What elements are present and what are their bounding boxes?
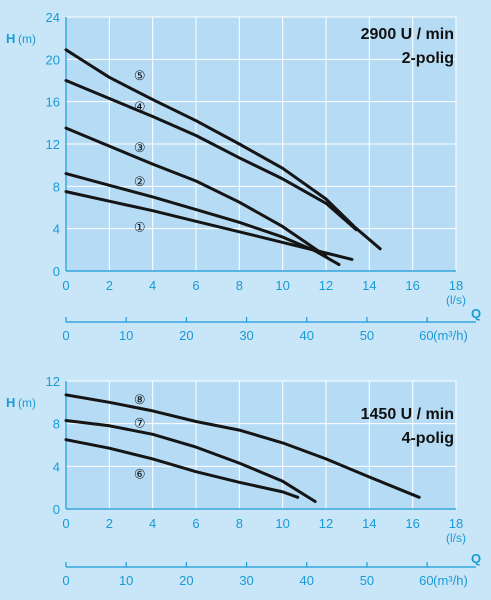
y-tick-label: 0: [53, 264, 60, 279]
x-tick-label: 18: [449, 278, 463, 293]
y-tick-label: 16: [46, 95, 60, 110]
y-tick-label: 24: [46, 10, 60, 25]
curve-label: ④: [134, 99, 146, 114]
x-tick-label: 14: [362, 516, 376, 531]
y-tick-label: 8: [53, 179, 60, 194]
q-axis-symbol: Q: [471, 306, 481, 321]
y-tick-label: 4: [53, 222, 60, 237]
q-tick-label: 60: [419, 328, 433, 343]
x-tick-label: 0: [62, 516, 69, 531]
pump-curve-3: [64, 393, 421, 499]
q-tick-label: 40: [300, 328, 314, 343]
y-axis-unit: (m): [18, 32, 36, 46]
y-tick-label: 12: [46, 137, 60, 152]
y-axis-symbol: H: [6, 31, 15, 46]
x-axis-unit: (l/s): [446, 531, 466, 545]
x-tick-label: 12: [319, 516, 333, 531]
chart-title: 1450 U / min: [361, 406, 454, 423]
x-tick-label: 10: [275, 278, 289, 293]
x-tick-label: 4: [149, 278, 156, 293]
chart-title: 2900 U / min: [361, 26, 454, 43]
chart-subtitle: 2-polig: [402, 50, 454, 67]
chart-subtitle: 4-polig: [402, 430, 454, 447]
x-tick-label: 16: [405, 278, 419, 293]
y-axis-symbol: H: [6, 395, 15, 410]
q-tick-label: 50: [360, 328, 374, 343]
x-tick-label: 6: [192, 516, 199, 531]
pump-curve-1: [64, 438, 300, 499]
q-tick-label: 30: [239, 573, 253, 588]
x-tick-label: 2: [106, 516, 113, 531]
pump-curve-3: [64, 126, 328, 258]
curve-label: ②: [134, 174, 146, 189]
x-tick-label: 0: [62, 278, 69, 293]
y-tick-label: 4: [53, 459, 60, 474]
y-tick-label: 20: [46, 52, 60, 67]
curve-label: ⑤: [134, 68, 146, 83]
x-tick-label: 10: [275, 516, 289, 531]
q-tick-label: 40: [300, 573, 314, 588]
curve-label: ③: [134, 140, 146, 155]
x-tick-label: 8: [236, 516, 243, 531]
q-tick-label: 10: [119, 328, 133, 343]
pump-curve-4: [64, 79, 358, 232]
y-tick-label: 12: [46, 374, 60, 389]
pump-curve-2: [64, 419, 317, 503]
x-axis-unit: (l/s): [446, 293, 466, 307]
curve-label: ⑧: [134, 392, 146, 407]
pump-curve-5: [64, 48, 382, 251]
x-tick-label: 18: [449, 516, 463, 531]
y-tick-label: 0: [53, 502, 60, 517]
x-tick-label: 12: [319, 278, 333, 293]
q-axis-unit: (m³/h): [433, 573, 468, 588]
y-axis-unit: (m): [18, 396, 36, 410]
q-tick-label: 50: [360, 573, 374, 588]
curve-label: ①: [134, 219, 146, 234]
q-tick-label: 20: [179, 328, 193, 343]
q-tick-label: 20: [179, 573, 193, 588]
y-tick-label: 8: [53, 417, 60, 432]
curve-label: ⑥: [134, 467, 146, 482]
q-tick-label: 60: [419, 573, 433, 588]
q-tick-label: 0: [62, 328, 69, 343]
pump-curve-2: [64, 172, 341, 267]
x-tick-label: 8: [236, 278, 243, 293]
q-axis-unit: (m³/h): [433, 328, 468, 343]
q-axis-symbol: Q: [471, 551, 481, 566]
x-tick-label: 6: [192, 278, 199, 293]
x-tick-label: 16: [405, 516, 419, 531]
curve-label: ⑦: [134, 416, 146, 431]
x-tick-label: 2: [106, 278, 113, 293]
x-tick-label: 4: [149, 516, 156, 531]
q-tick-label: 10: [119, 573, 133, 588]
q-tick-label: 30: [239, 328, 253, 343]
q-tick-label: 0: [62, 573, 69, 588]
x-tick-label: 14: [362, 278, 376, 293]
